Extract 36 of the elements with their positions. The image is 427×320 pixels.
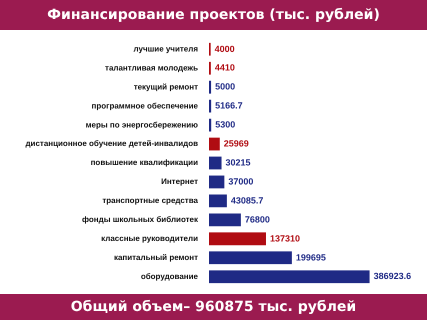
data-label: 386923.6 [374,271,412,282]
data-label: 37000 [228,176,254,186]
y-tick-label: лучшие учителя [134,44,198,54]
y-tick-label: фонды школьных библиотек [82,215,199,224]
data-label: 30215 [226,157,251,168]
data-label: 4000 [214,44,235,54]
y-tick-label: программное обеспечение [92,101,199,110]
y-tick-label: классные руководители [101,234,198,244]
chart-title: Финансирование проектов (тыс. рублей) [0,0,427,30]
y-tick-label: повышение квалификации [90,158,198,168]
data-label: 76800 [244,214,270,224]
data-label: 5166.7 [215,100,243,111]
bar [209,213,241,226]
bar [209,232,266,246]
data-label: 43085.7 [230,195,264,206]
bar [209,156,222,170]
data-label: 5300 [215,120,236,130]
bar [209,251,292,264]
y-tick-label: дистанционное обучение детей-инвалидов [25,139,198,148]
text: Общий объем– 960875 тыс. рублей [0,294,427,320]
y-tick-label: талантливая молодежь [105,63,198,72]
data-label: 5000 [215,82,236,92]
data-label: 25969 [224,138,249,149]
y-tick-label: транспортные средства [102,196,199,206]
y-tick-label: меры по энергосбережению [86,120,198,130]
y-tick-label: капитальный ремонт [114,252,198,262]
y-tick-label: Интернет [161,177,198,186]
y-tick-label: оборудование [140,272,199,281]
bar [209,176,224,188]
y-tick-label: текущий ремонт [134,82,198,92]
bar [209,194,227,208]
data-label: 137310 [270,233,300,244]
data-label: 4410 [214,62,235,73]
data-label: 199695 [296,252,326,262]
bar [209,270,370,284]
bar [209,138,220,150]
